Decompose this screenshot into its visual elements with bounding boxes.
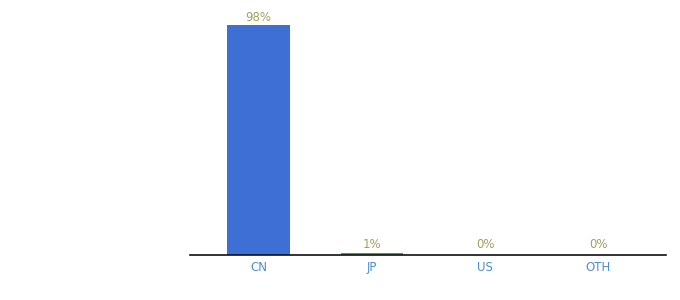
Text: 0%: 0% (476, 238, 494, 251)
Text: 1%: 1% (362, 238, 381, 251)
Bar (341, 253, 403, 255)
Text: 98%: 98% (245, 11, 271, 23)
Text: 0%: 0% (589, 238, 608, 251)
Bar (227, 26, 290, 255)
